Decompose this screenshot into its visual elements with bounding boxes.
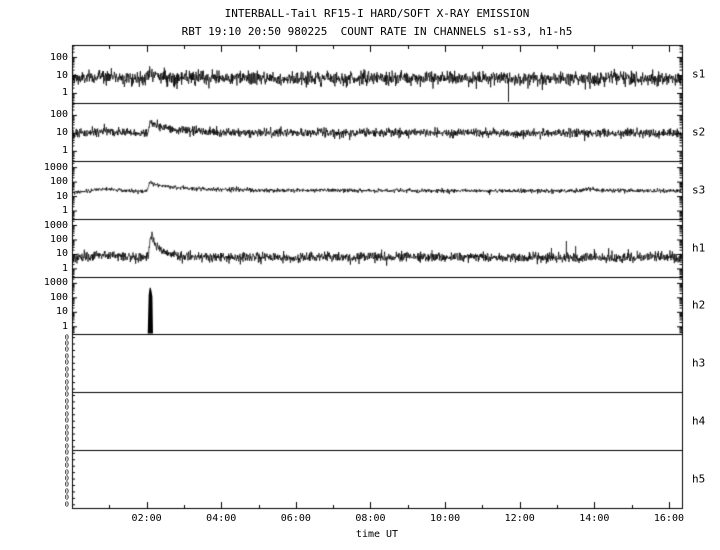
y-tick-label: 1000 — [43, 277, 68, 289]
y-tick-label: 100 — [49, 109, 68, 121]
y-zero-tick-label: 0 — [64, 442, 69, 451]
panel-label-h3: h3 — [692, 356, 706, 370]
y-zero-tick-label: 0 — [64, 423, 69, 432]
y-zero-tick-label: 0 — [64, 500, 69, 509]
y-tick-label: 10 — [55, 248, 68, 260]
x-tick-label: 12:00 — [504, 513, 535, 524]
y-zero-tick-label: 0 — [64, 487, 69, 496]
y-zero-tick-label: 0 — [64, 378, 69, 387]
x-tick-label: 14:00 — [579, 513, 610, 524]
panel-label-s1: s1 — [692, 67, 706, 81]
y-zero-tick-label: 0 — [64, 365, 69, 374]
y-zero-tick-label: 0 — [64, 448, 69, 457]
y-tick-label: 1000 — [43, 161, 68, 173]
chart-title: INTERBALL-Tail RF15-I HARD/SOFT X-RAY EM… — [224, 7, 530, 20]
y-zero-tick-label: 0 — [64, 384, 69, 393]
y-tick-label: 10 — [55, 306, 68, 318]
panel-label-s3: s3 — [692, 183, 706, 197]
y-tick-label: 1 — [61, 145, 68, 157]
y-tick-label: 10 — [55, 127, 68, 139]
y-tick-label: 1 — [61, 87, 68, 99]
x-tick-label: 02:00 — [131, 513, 162, 524]
y-tick-label: 1 — [61, 262, 68, 274]
y-tick-label: 100 — [49, 176, 68, 188]
y-zero-tick-label: 0 — [64, 461, 69, 470]
y-zero-tick-label: 0 — [64, 358, 69, 367]
panel-label-h1: h1 — [692, 241, 706, 255]
chart-subtitle: RBT 19:10 20:50 980225 COUNT RATE IN CHA… — [181, 25, 573, 38]
y-zero-tick-label: 0 — [64, 480, 69, 489]
y-tick-label: 10 — [55, 190, 68, 202]
panel-label-h2: h2 — [692, 298, 706, 312]
y-zero-tick-label: 0 — [64, 333, 69, 342]
y-tick-label: 1 — [61, 205, 68, 217]
x-tick-label: 06:00 — [280, 513, 311, 524]
y-tick-label: 100 — [49, 233, 68, 245]
y-zero-tick-label: 0 — [64, 435, 69, 444]
x-tick-label: 16:00 — [653, 513, 684, 524]
y-zero-tick-label: 0 — [64, 339, 69, 348]
y-zero-tick-label: 0 — [64, 397, 69, 406]
x-tick-label: 08:00 — [355, 513, 386, 524]
y-zero-tick-label: 0 — [64, 429, 69, 438]
y-tick-label: 100 — [49, 291, 68, 303]
y-zero-tick-label: 0 — [64, 416, 69, 425]
y-tick-label: 100 — [49, 51, 68, 63]
panel-label-s2: s2 — [692, 125, 706, 139]
y-zero-tick-label: 0 — [64, 474, 69, 483]
y-zero-tick-label: 0 — [64, 352, 69, 361]
panel-label-h5: h5 — [692, 472, 706, 486]
panel-label-h4: h4 — [692, 414, 706, 428]
x-axis-label: time UT — [355, 529, 399, 540]
y-tick-label: 1000 — [43, 219, 68, 231]
x-tick-label: 10:00 — [430, 513, 461, 524]
y-zero-tick-label: 0 — [64, 493, 69, 502]
x-tick-label: 04:00 — [206, 513, 237, 524]
y-tick-label: 10 — [55, 69, 68, 81]
y-tick-label: 1 — [61, 320, 68, 332]
y-zero-tick-label: 0 — [64, 410, 69, 419]
y-zero-tick-label: 0 — [64, 371, 69, 380]
y-zero-tick-label: 0 — [64, 390, 69, 399]
y-zero-tick-label: 0 — [64, 403, 69, 412]
y-zero-tick-label: 0 — [64, 345, 69, 354]
y-zero-tick-label: 0 — [64, 468, 69, 477]
y-zero-tick-label: 0 — [64, 455, 69, 464]
